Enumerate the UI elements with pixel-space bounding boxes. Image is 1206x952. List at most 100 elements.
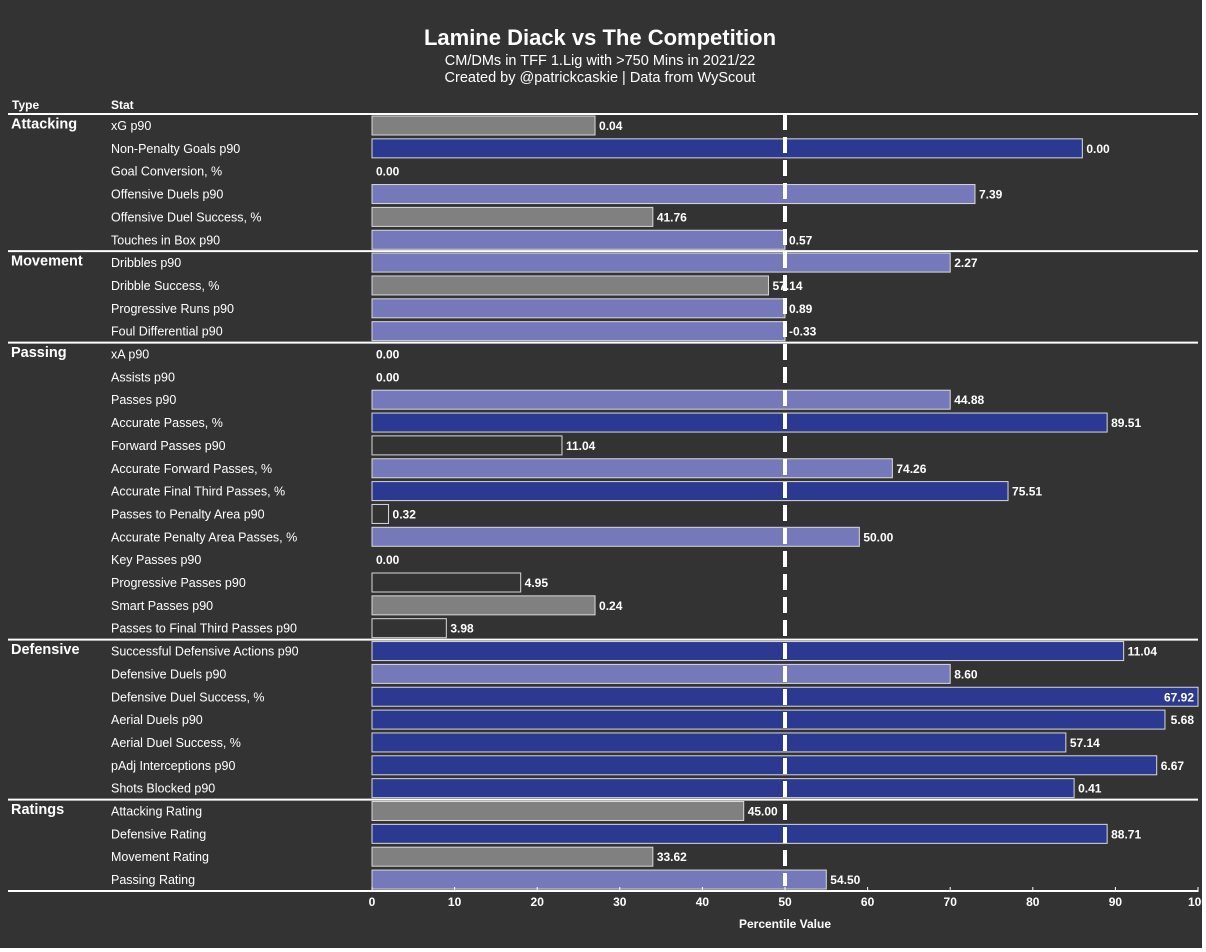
stat-label: Goal Conversion, % <box>111 165 222 179</box>
x-tick-label: 50 <box>778 895 792 909</box>
value-label: 0.41 <box>1078 782 1102 796</box>
stat-label: Aerial Duel Success, % <box>111 736 241 750</box>
value-label: 44.88 <box>954 393 984 407</box>
x-tick-label: 60 <box>861 895 875 909</box>
x-tick-label: 70 <box>944 895 958 909</box>
x-tick-label: 0 <box>369 895 376 909</box>
value-label: 8.60 <box>954 667 978 681</box>
percentile-bar <box>371 572 522 593</box>
value-label: 57.14 <box>1070 736 1100 750</box>
percentile-bar <box>371 435 563 456</box>
percentile-bar <box>371 184 976 205</box>
value-label: 33.62 <box>657 850 687 864</box>
group-label: Movement <box>11 254 83 270</box>
value-label: 0.04 <box>599 119 623 133</box>
percentile-bar <box>371 595 596 616</box>
stat-label: Passes to Final Third Passes p90 <box>111 622 297 636</box>
stat-label: Forward Passes p90 <box>111 439 226 453</box>
stat-label: Accurate Forward Passes, % <box>111 462 272 476</box>
value-label: 0.89 <box>789 302 813 316</box>
value-label: 6.67 <box>1161 759 1185 773</box>
value-label: 11.04 <box>1128 645 1158 659</box>
value-label: 67.92 <box>1164 690 1194 704</box>
percentile-bar <box>371 618 447 639</box>
x-tick-label: 30 <box>613 895 627 909</box>
value-label: 4.95 <box>525 576 549 590</box>
column-header-stat: Stat <box>111 98 134 112</box>
percentile-bar <box>371 778 1075 799</box>
stat-label: Shots Blocked p90 <box>111 782 215 796</box>
chart-subtitle-2: Created by @patrickcaskie | Data from Wy… <box>445 70 756 86</box>
percentile-bar <box>371 321 786 342</box>
percentile-bar <box>371 503 390 524</box>
value-label: 11.04 <box>566 439 596 453</box>
value-label: 0.57 <box>789 233 813 247</box>
value-label: 41.76 <box>657 210 687 224</box>
percentile-bar <box>371 526 860 547</box>
percentile-bar <box>371 801 745 821</box>
stat-label: Offensive Duels p90 <box>111 188 223 202</box>
chart-title: Lamine Diack vs The Competition <box>424 25 776 50</box>
percentile-bar <box>371 481 1009 502</box>
x-tick-label: 10 <box>448 895 462 909</box>
stat-label: Defensive Duels p90 <box>111 667 226 681</box>
value-label: 54.50 <box>830 873 860 887</box>
x-tick-label: 80 <box>1026 895 1040 909</box>
stat-label: Passes p90 <box>111 393 176 407</box>
value-label: 75.51 <box>1012 485 1042 499</box>
stat-label: Accurate Penalty Area Passes, % <box>111 530 297 544</box>
x-tick-label: 40 <box>696 895 710 909</box>
value-label: 50.00 <box>863 530 893 544</box>
percentile-bar <box>371 206 654 227</box>
group-label: Defensive <box>11 642 80 658</box>
percentile-bar <box>371 823 1108 844</box>
stat-label: Dribbles p90 <box>111 256 181 270</box>
stat-label: Passing Rating <box>111 873 195 887</box>
value-label: 0.24 <box>599 599 623 613</box>
value-label: 88.71 <box>1111 827 1141 841</box>
stat-label: Accurate Final Third Passes, % <box>111 485 285 499</box>
percentile-bar <box>371 732 1067 753</box>
group-label: Attacking <box>11 117 77 133</box>
x-axis: 0 10 20 30 40 50 60 70 80 90 100 <box>369 887 1202 909</box>
value-label: 0.00 <box>376 348 400 362</box>
percentile-bar <box>371 138 1083 159</box>
percentile-bar <box>371 115 596 136</box>
stat-label: Smart Passes p90 <box>111 599 213 613</box>
percentile-bar <box>371 663 951 684</box>
percentile-bar <box>371 412 1108 433</box>
group-label: Ratings <box>11 802 64 818</box>
group-label: Passing <box>11 345 67 361</box>
x-tick-label: 20 <box>531 895 545 909</box>
stat-label: Progressive Passes p90 <box>111 576 246 590</box>
percentile-bar <box>371 458 893 479</box>
stat-label: Dribble Success, % <box>111 279 219 293</box>
value-label: 89.51 <box>1111 416 1141 430</box>
stat-label: Movement Rating <box>111 850 209 864</box>
value-label: 0.00 <box>376 165 400 179</box>
value-label: 2.27 <box>954 256 978 270</box>
value-label: 3.98 <box>450 622 474 636</box>
stat-label: Attacking Rating <box>111 805 202 819</box>
stat-label: Successful Defensive Actions p90 <box>111 645 299 659</box>
stat-label: Accurate Passes, % <box>111 416 223 430</box>
x-tick-label: 90 <box>1109 895 1123 909</box>
value-label: 0.32 <box>393 507 417 521</box>
value-label: 0.00 <box>376 553 400 567</box>
percentile-bar <box>371 275 769 296</box>
stat-label: pAdj Interceptions p90 <box>111 759 235 773</box>
value-label: 57.14 <box>772 279 802 293</box>
percentile-bar <box>371 252 951 273</box>
percentile-bar <box>371 389 951 410</box>
percentile-bar <box>371 298 786 319</box>
percentile-bar <box>371 755 1158 776</box>
stat-label: Aerial Duels p90 <box>111 713 203 727</box>
stat-label: xA p90 <box>111 348 149 362</box>
value-label: -0.33 <box>789 325 817 339</box>
stat-label: xG p90 <box>111 119 151 133</box>
column-header-type: Type <box>12 98 39 112</box>
stat-label: Offensive Duel Success, % <box>111 210 262 224</box>
stat-label: Defensive Duel Success, % <box>111 690 265 704</box>
